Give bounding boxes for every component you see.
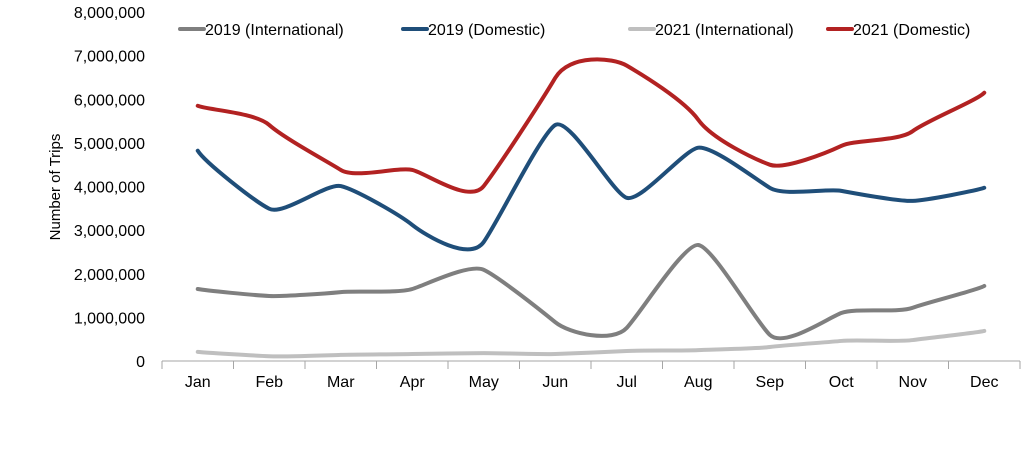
x-tick-label: Feb [255,374,283,391]
x-tick-label: Nov [899,374,927,391]
x-tick-label: Oct [829,374,854,391]
y-tick-label: 6,000,000 [74,92,145,109]
y-tick-label: 5,000,000 [74,136,145,153]
x-tick-label: Apr [400,374,426,391]
series-line-0 [198,245,985,338]
y-tick-label: 7,000,000 [74,49,145,66]
legend-label: 2019 (Domestic) [428,22,545,39]
x-tick-label: Jan [185,374,211,391]
x-tick-label: Mar [327,374,355,391]
y-tick-label: 8,000,000 [74,5,145,22]
x-tick-label: Dec [970,374,998,391]
legend-label: 2021 (International) [655,22,794,39]
legend-item: 2021 (International) [630,22,794,39]
legend-label: 2021 (Domestic) [853,22,970,39]
y-tick-label: 4,000,000 [74,180,145,197]
y-tick-label: 3,000,000 [74,223,145,240]
x-tick-label: May [469,374,499,391]
legend-item: 2019 (Domestic) [403,22,545,39]
x-tick-label: Jun [542,374,568,391]
legend-label: 2019 (International) [205,22,344,39]
y-tick-label: 1,000,000 [74,310,145,327]
legend-item: 2019 (International) [180,22,344,39]
x-tick-label: Aug [684,374,712,391]
x-tick-label: Jul [617,374,637,391]
y-axis-label: Number of Trips [47,134,64,241]
x-tick-label: Sep [756,374,785,391]
y-tick-label: 2,000,000 [74,267,145,284]
legend-item: 2021 (Domestic) [828,22,970,39]
series-line-3 [198,59,985,191]
y-tick-label: 0 [136,354,145,371]
